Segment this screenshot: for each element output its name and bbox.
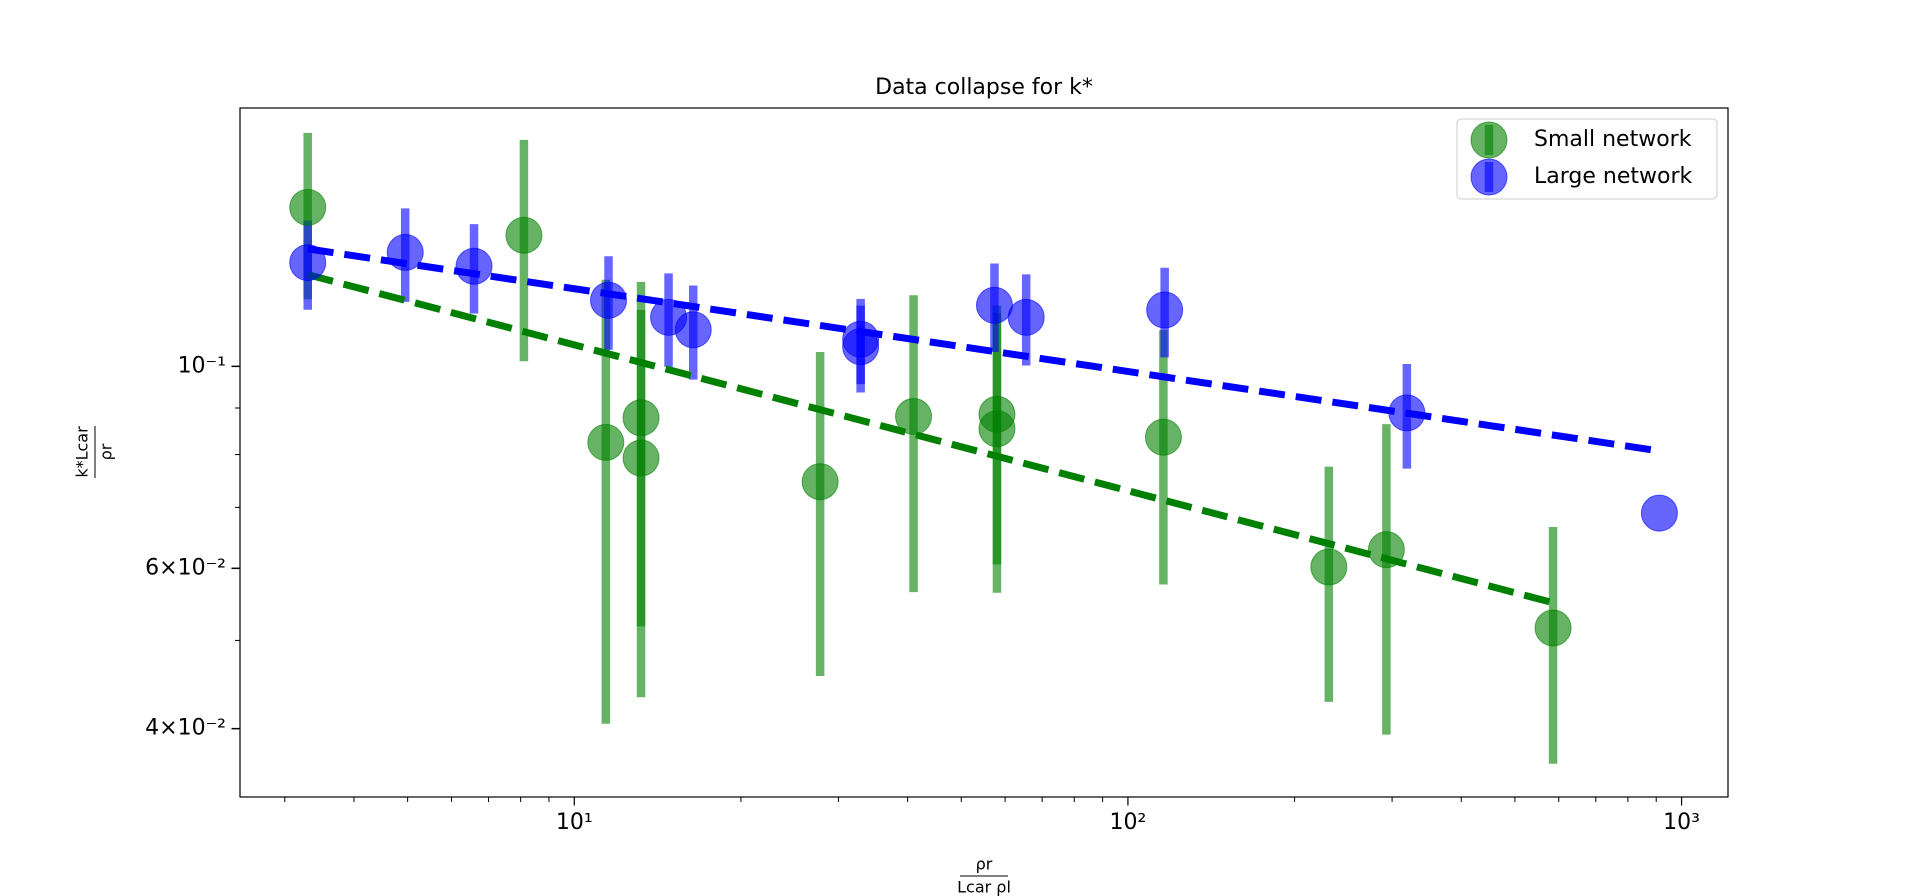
y-label-denominator: ρr <box>97 443 116 460</box>
y-label-numerator: k*Lcar <box>73 426 92 478</box>
point <box>1310 548 1348 586</box>
y-tick-label: 6×10⁻² <box>145 555 226 580</box>
legend: Small network Large network <box>1456 118 1718 200</box>
point <box>1007 298 1045 336</box>
point <box>1534 609 1572 647</box>
point <box>978 410 1016 448</box>
chart-title: Data collapse for k* <box>875 75 1093 100</box>
point <box>842 328 880 366</box>
x-axis-label: ρr Lcar ρl <box>957 855 1011 896</box>
x-label-denominator: Lcar ρl <box>957 878 1011 896</box>
legend-marker <box>1470 158 1508 196</box>
plot-area <box>289 132 1678 764</box>
fit-line <box>306 271 1554 607</box>
legend-marker <box>1470 121 1508 159</box>
legend-label: Small network <box>1534 127 1692 152</box>
plot-frame <box>239 107 1729 798</box>
x-tick-label: 10¹ <box>556 810 593 835</box>
y-tick-label: 4×10⁻² <box>145 716 226 741</box>
point <box>895 397 933 435</box>
point <box>1146 291 1184 329</box>
legend-label: Large network <box>1534 164 1692 189</box>
point <box>587 423 625 461</box>
point <box>1388 394 1426 432</box>
point <box>386 233 424 271</box>
point <box>975 286 1013 324</box>
point <box>801 463 839 501</box>
point <box>505 216 543 254</box>
x-tick-label: 10² <box>1110 810 1147 835</box>
point <box>1640 494 1678 532</box>
point <box>1367 531 1405 569</box>
point <box>289 244 327 282</box>
y-tick-label: 10⁻¹ <box>178 353 226 378</box>
point <box>590 281 628 319</box>
point <box>1144 418 1182 456</box>
point <box>455 247 493 285</box>
point <box>622 439 660 477</box>
x-label-numerator: ρr <box>976 855 993 874</box>
point <box>289 188 327 226</box>
fit-line <box>307 245 1652 454</box>
point <box>674 311 712 349</box>
y-axis-label: k*Lcar ρr <box>73 426 116 478</box>
legend-box <box>1456 118 1718 200</box>
x-tick-label: 10³ <box>1663 810 1700 835</box>
point <box>622 399 660 437</box>
